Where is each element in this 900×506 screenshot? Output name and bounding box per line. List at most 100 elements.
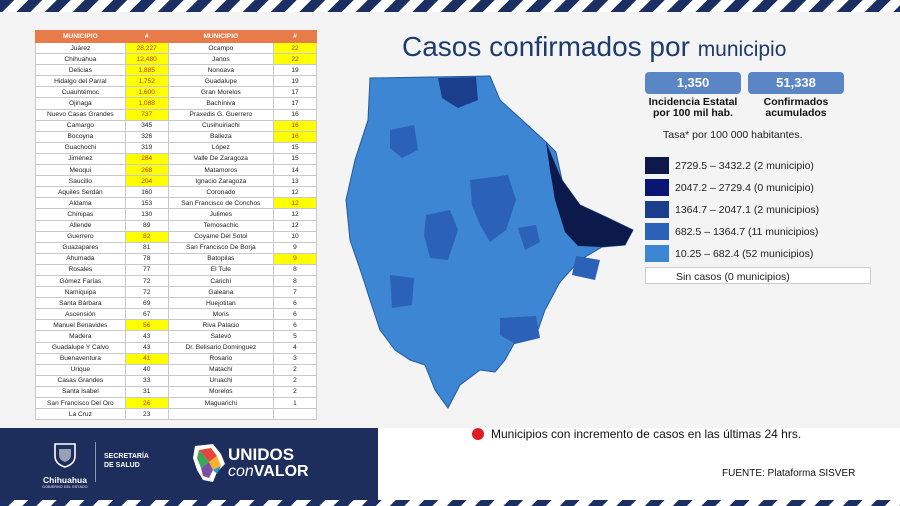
case-count-cell: 6 [273,297,317,310]
legend-swatch [645,157,669,174]
municipio-cell: Satevó [167,330,275,343]
case-count-cell [273,408,317,421]
table-row: San Francisco Del Oro 26 Maguarichi 1 [35,396,317,410]
confirmados-label: Confirmados acumulados [763,96,829,119]
municipio-cell: Santa Isabel [35,385,126,399]
table-row: Ojinaga 1,088 Bachíniva 17 [35,97,317,110]
case-count-cell: 78 [124,252,169,265]
municipio-cell: Nuevo Casas Grandes [35,108,126,121]
case-count-cell: 6 [273,319,317,332]
case-count-cell: 82 [124,230,169,243]
top-stripe [0,0,900,12]
table-row: Saucillo 204 Ignacio Zaragoza 13 [35,175,317,188]
table-row: Aldama 153 San Francisco de Conchos 12 [35,197,317,210]
case-count-cell: 8 [273,274,317,288]
case-count-cell: 12 [273,219,317,232]
increment-note: Municipios con incremento de casos en la… [491,427,802,441]
case-count-cell: 15 [273,152,317,166]
municipio-cell: Valle De Zaragoza [167,152,275,166]
municipio-cell: Guerrero [35,230,126,243]
municipio-cell: Gran Morelos [167,86,275,99]
case-count-cell: 130 [124,208,169,221]
incidencia-value-badge: 1,350 [645,72,741,94]
municipio-cell: Saucillo [35,175,126,188]
col-header-count-1: # [124,30,169,43]
table-row: Aquiles Serdán 160 Coronado 12 [35,186,317,199]
case-count-cell: 1,752 [124,75,169,88]
map-ojinaga-region [546,142,633,247]
legend-label: 682.5 – 1364.7 (11 municipios) [675,226,819,238]
case-count-cell: 14 [273,164,317,177]
table-row: Guachochi 319 López 15 [35,141,317,154]
municipio-cell: Guazapares [35,241,126,254]
municipio-cell: Moris [167,308,275,321]
secretaria-salud-label: SECRETARÍA DE SALUD [104,452,154,470]
municipio-cell: Buenaventura [35,352,126,365]
case-count-cell: 4 [273,341,317,354]
municipio-cell: Matamoros [167,164,275,177]
municipio-cell: Chihuahua [35,53,126,66]
table-row: Chínipas 130 Julimes 12 [35,208,317,221]
municipio-cell: Bocoyna [35,130,126,143]
legend-label: 2729.5 – 3432.2 (2 municipio) [675,160,814,172]
legend-swatch [645,223,669,240]
table-row: Jiménez 284 Valle De Zaragoza 15 [35,152,317,166]
table-row: Bocoyna 326 Balleza 16 [35,130,317,143]
case-count-cell: 72 [124,286,169,299]
case-count-cell: 160 [124,186,169,199]
case-count-cell: 1,088 [124,97,169,110]
chihuahua-map [345,75,634,409]
municipio-cell: San Francisco Del Oro [35,396,126,410]
table-row: Guazapares 81 San Francisco De Borja 9 [35,241,317,254]
case-count-cell: 72 [124,274,169,288]
municipio-cell: Temosachic [167,219,275,232]
case-count-cell: 2 [273,363,317,376]
case-count-cell: 3 [273,352,317,365]
legend-item: 10.25 – 682.4 (52 municipios) [645,245,871,262]
red-dot-icon [472,428,484,440]
municipio-cell: Uruachi [167,374,275,387]
municipio-cell: Gómez Farías [35,274,126,288]
table-row: Manuel Benavides 56 Riva Palacio 6 [35,319,317,332]
confirmados-value-badge: 51,338 [748,72,844,94]
municipio-cell: Juárez [35,41,126,55]
municipio-cell: El Tule [167,263,275,276]
municipio-cell: Chínipas [35,208,126,221]
case-count-cell: 737 [124,108,169,121]
municipio-cell: San Francisco de Conchos [167,197,275,210]
table-row: Camargo 345 Cusihuiriachi 16 [35,119,317,132]
table-row: Allende 89 Temosachic 12 [35,219,317,232]
footer-band [0,428,378,500]
case-count-cell: 15 [273,141,317,154]
case-count-cell: 56 [124,319,169,332]
municipio-cell: Camargo [35,119,126,132]
municipio-cell: Allende [35,219,126,232]
case-count-cell: 1,600 [124,86,169,99]
map-cuauhtemoc-region [424,210,458,260]
case-count-cell: 9 [273,252,317,265]
municipio-cell: Guadalupe Y Calvo [35,341,126,354]
municipio-cell: Batopilas [167,252,275,265]
case-count-cell: 2 [273,385,317,399]
municipio-cell: Rosario [167,352,275,365]
tasa-note: Tasa* por 100 000 habitantes. [663,129,803,141]
case-count-cell: 17 [273,86,317,99]
municipio-cell: Rosales [35,263,126,276]
municipio-cell: Ignacio Zaragoza [167,175,275,188]
title-main: Casos confirmados por [402,31,698,62]
case-count-cell: 9 [273,241,317,254]
unidos-word: UNIDOS [228,445,295,464]
municipio-cell: Hidalgo del Parral [35,75,126,88]
map-state-area [345,75,634,409]
table-row: Buenaventura 41 Rosario 3 [35,352,317,365]
municipio-cell: Ocampo [167,41,275,55]
case-count-cell: 28,227 [124,41,169,55]
case-count-cell: 33 [124,374,169,387]
coat-of-arms-icon [54,443,76,468]
municipio-cell: Bachíniva [167,97,275,110]
case-count-cell: 16 [273,108,317,121]
map-juarez-region [438,77,478,108]
case-count-cell: 12,480 [124,53,169,66]
case-count-cell: 16 [273,130,317,143]
gov-subtitle: GOBIERNO DEL ESTADO [42,485,88,489]
